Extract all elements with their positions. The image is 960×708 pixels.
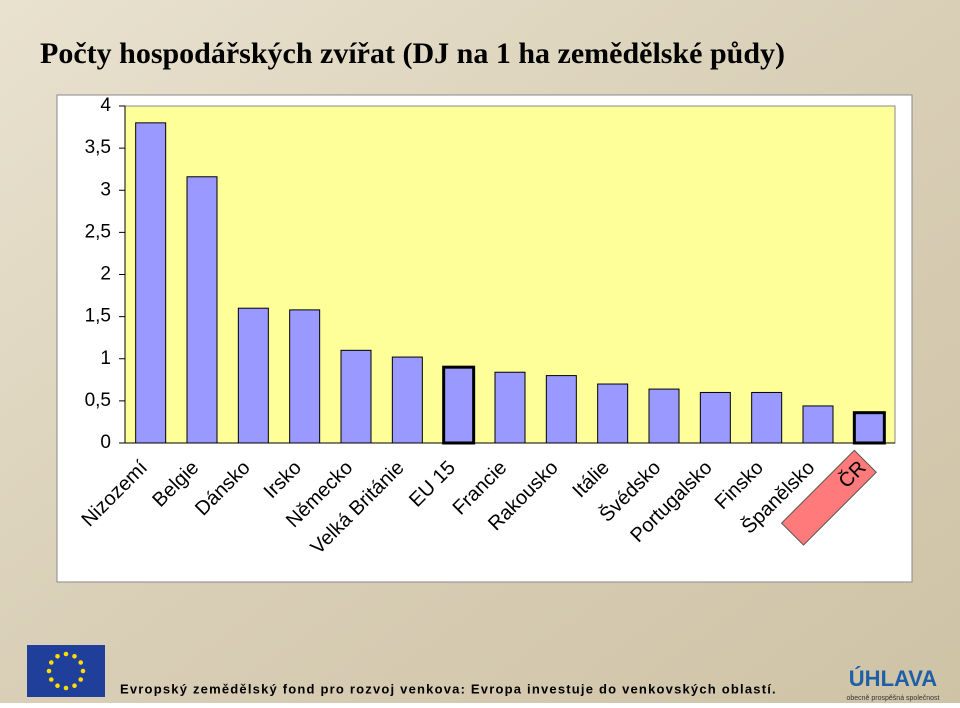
bar — [442, 365, 476, 445]
eu-star — [72, 683, 77, 689]
eu-flag — [27, 645, 105, 697]
y-tick-label: 4 — [100, 95, 111, 116]
logo: ÚHLAVA — [849, 666, 938, 691]
bar — [237, 307, 269, 444]
y-tick-label: 3 — [100, 179, 111, 200]
bar — [648, 388, 680, 444]
y-tick-label: 2,5 — [85, 221, 111, 242]
y-tick-label: 3,5 — [85, 137, 111, 158]
eu-star — [48, 677, 54, 682]
bar — [391, 356, 423, 444]
eu-star — [46, 668, 52, 674]
y-tick-label: 2 — [100, 264, 111, 285]
eu-star — [80, 668, 86, 674]
eu-star — [78, 677, 84, 682]
bar — [340, 349, 372, 444]
logo-subtitle: obecně prospěšná společnost — [846, 695, 939, 702]
slide-title: Počty hospodářských zvířat (DJ na 1 ha z… — [40, 37, 785, 70]
bar — [852, 411, 886, 445]
bar — [699, 391, 731, 444]
bar — [186, 176, 218, 444]
y-tick-label: 0,5 — [85, 390, 111, 411]
eu-star — [48, 660, 54, 665]
bar — [597, 383, 629, 444]
bar — [289, 309, 321, 444]
bar — [545, 375, 577, 444]
x-label-highlight — [780, 449, 877, 546]
bar — [494, 371, 526, 444]
eu-star — [63, 651, 69, 657]
footer-text: Evropský zemědělský fond pro rozvoj venk… — [120, 681, 777, 696]
y-tick-label: 0 — [100, 432, 111, 453]
y-tick-label: 1 — [100, 348, 111, 369]
eu-star — [63, 685, 69, 691]
eu-star — [78, 660, 84, 665]
bar — [802, 405, 834, 444]
bar — [135, 122, 167, 444]
eu-star — [55, 653, 60, 659]
bar — [751, 391, 783, 444]
eu-star — [55, 683, 60, 689]
eu-star — [72, 653, 77, 659]
y-tick-label: 1,5 — [85, 306, 111, 327]
